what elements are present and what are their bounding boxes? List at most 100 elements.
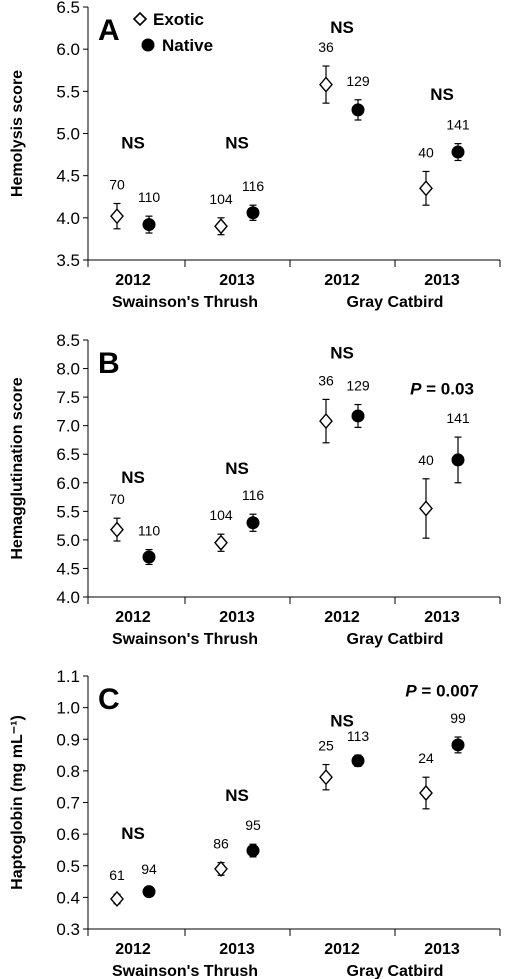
native-point xyxy=(142,218,156,232)
y-axis-label: Hemagglutination score xyxy=(9,377,26,559)
group-label: Gray Catbird xyxy=(347,963,444,979)
native-sample-size: 94 xyxy=(141,861,157,877)
y-tick-label: 8.0 xyxy=(56,360,80,379)
y-tick-label: 0.3 xyxy=(56,920,80,939)
significance-label: NS xyxy=(121,134,145,153)
y-tick-label: 7.0 xyxy=(56,417,80,436)
exotic-point xyxy=(110,890,124,908)
native-sample-size: 113 xyxy=(347,728,370,744)
exotic-point xyxy=(419,784,433,802)
x-tick-label: 2012 xyxy=(115,609,151,626)
exotic-sample-size: 36 xyxy=(318,372,334,388)
exotic-sample-size: 36 xyxy=(318,39,334,55)
native-sample-size: 129 xyxy=(346,73,370,89)
exotic-sample-size: 24 xyxy=(418,750,434,766)
native-point xyxy=(142,550,156,564)
y-axis-label: Haptoglobin (mg mL⁻¹) xyxy=(9,715,26,890)
y-tick-label: 3.5 xyxy=(56,251,80,270)
native-point xyxy=(246,844,260,858)
group-label: Gray Catbird xyxy=(347,631,444,648)
y-tick-label: 0.6 xyxy=(56,825,80,844)
native-point xyxy=(351,103,365,117)
group-label: Swainson's Thrush xyxy=(112,294,258,311)
y-tick-label: 1.0 xyxy=(56,699,80,718)
native-point xyxy=(451,145,465,159)
native-sample-size: 129 xyxy=(346,378,370,394)
y-axis-label: Hemolysis score xyxy=(9,70,26,197)
native-point xyxy=(246,516,260,530)
x-tick-label: 2013 xyxy=(424,609,460,626)
significance-label: NS xyxy=(430,85,454,104)
x-tick-label: 2012 xyxy=(324,609,360,626)
native-sample-size: 141 xyxy=(446,117,470,133)
native-point xyxy=(451,453,465,467)
y-tick-label: 0.9 xyxy=(56,730,80,749)
y-tick-label: 1.1 xyxy=(56,667,80,686)
native-sample-size: 99 xyxy=(450,710,466,726)
y-tick-label: 0.5 xyxy=(56,857,80,876)
x-tick-label: 2013 xyxy=(219,272,255,289)
y-tick-label: 4.0 xyxy=(56,209,80,228)
exotic-point xyxy=(419,180,433,197)
exotic-sample-size: 40 xyxy=(418,452,434,468)
y-tick-label: 0.4 xyxy=(56,888,80,907)
significance-label: NS xyxy=(225,459,249,478)
exotic-point xyxy=(214,218,228,235)
y-tick-label: 0.7 xyxy=(56,794,80,813)
native-sample-size: 95 xyxy=(245,817,261,833)
y-tick-label: 4.5 xyxy=(56,167,80,186)
panel-C: 0.3 0.4 0.5 0.6 0.7 0.8 0.9 1.0 1.1 2012 2013 2012 2… xyxy=(9,667,501,979)
y-tick-label: 4.5 xyxy=(56,559,80,578)
panels: 3.5 4.0 4.5 5.0 5.5 6.0 6.5 2012 2013 2012 2013 Swa… xyxy=(9,0,501,979)
x-tick-label: 2012 xyxy=(115,272,151,289)
exotic-sample-size: 104 xyxy=(209,507,233,523)
significance-label: NS xyxy=(121,468,145,487)
exotic-sample-size: 40 xyxy=(418,144,434,160)
native-sample-size: 116 xyxy=(242,178,265,194)
significance-label: P = 0.007 xyxy=(405,682,478,701)
y-tick-label: 6.5 xyxy=(56,445,80,464)
significance-label: NS xyxy=(330,343,354,362)
group-label: Gray Catbird xyxy=(347,294,444,311)
significance-label: NS xyxy=(330,712,354,731)
legend-native-marker xyxy=(141,38,155,52)
x-tick-label: 2013 xyxy=(424,941,460,958)
significance-label: NS xyxy=(121,824,145,843)
native-point xyxy=(246,206,260,220)
exotic-point xyxy=(319,769,333,786)
exotic-sample-size: 104 xyxy=(209,191,233,207)
exotic-point xyxy=(419,500,433,517)
legend: Exotic Native xyxy=(132,10,213,55)
legend-exotic-label: Exotic xyxy=(153,10,204,29)
x-tick-label: 2012 xyxy=(324,941,360,958)
significance-label: NS xyxy=(330,18,354,37)
x-tick-label: 2012 xyxy=(324,272,360,289)
y-tick-label: 6.0 xyxy=(56,474,80,493)
significance-label: P = 0.03 xyxy=(410,379,474,398)
y-tick-label: 4.0 xyxy=(56,588,80,607)
exotic-sample-size: 70 xyxy=(109,491,125,507)
native-point xyxy=(351,754,365,768)
group-label: Swainson's Thrush xyxy=(112,963,258,979)
native-point xyxy=(451,738,465,752)
x-tick-label: 2012 xyxy=(115,941,151,958)
panel-letter: C xyxy=(98,683,120,716)
y-tick-label: 6.0 xyxy=(56,40,80,59)
native-sample-size: 116 xyxy=(242,487,265,503)
exotic-sample-size: 61 xyxy=(109,867,125,883)
x-tick-label: 2013 xyxy=(219,609,255,626)
y-tick-label: 6.5 xyxy=(56,0,80,17)
legend-native-label: Native xyxy=(162,36,213,55)
exotic-point xyxy=(110,521,124,538)
y-tick-label: 5.5 xyxy=(56,502,80,521)
group-label: Swainson's Thrush xyxy=(112,631,258,648)
x-tick-label: 2013 xyxy=(424,272,460,289)
panel-A: 3.5 4.0 4.5 5.0 5.5 6.0 6.5 2012 2013 2012 2013 Swa… xyxy=(9,0,501,311)
significance-label: NS xyxy=(225,134,249,153)
panel-letter: B xyxy=(98,347,120,380)
y-tick-label: 7.5 xyxy=(56,388,80,407)
y-tick-label: 5.5 xyxy=(56,82,80,101)
native-sample-size: 141 xyxy=(446,410,470,426)
native-point xyxy=(142,885,156,899)
